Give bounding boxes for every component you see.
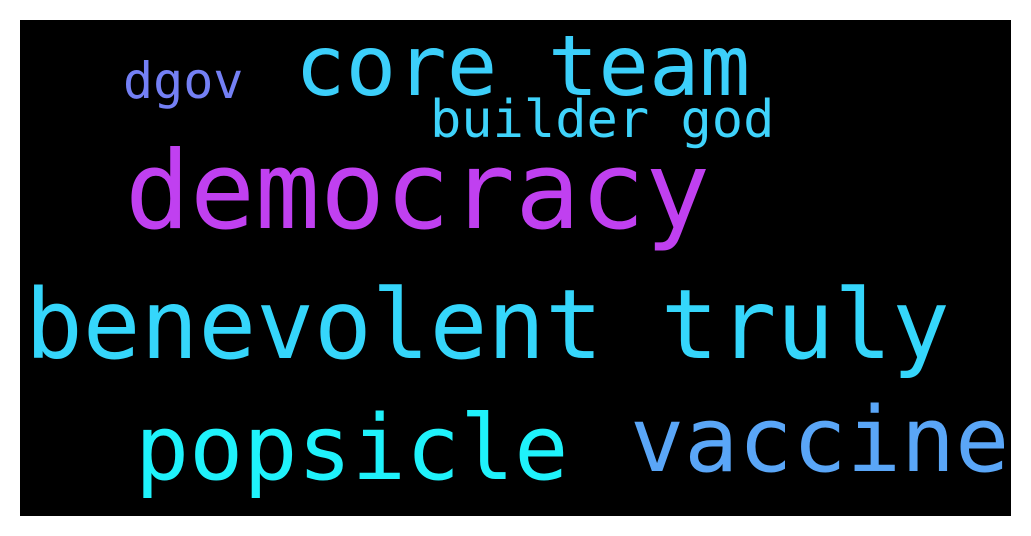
word-vaccine: vaccine (630, 388, 1010, 493)
word-democracy: democracy (125, 129, 711, 254)
word-popsicle: popsicle (135, 396, 569, 501)
word-cloud-canvas: democracy core team dgov builder god ben… (20, 20, 1011, 516)
word-core-team: core team (295, 20, 751, 115)
word-benevolent-truly: benevolent truly (25, 269, 950, 381)
word-dgov: dgov (123, 52, 244, 110)
word-builder-god: builder god (430, 90, 775, 150)
